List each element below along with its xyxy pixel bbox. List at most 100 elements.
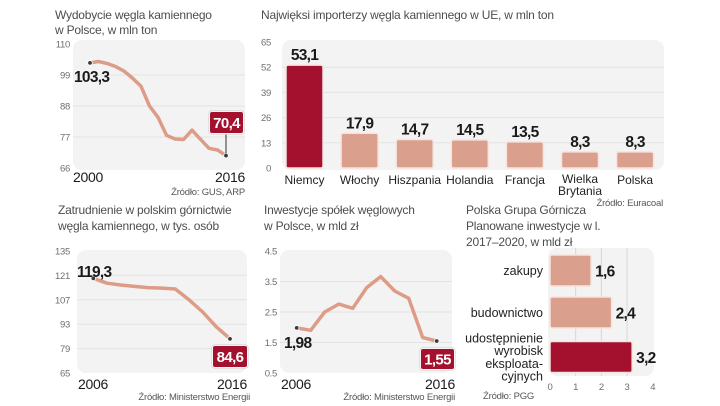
data-point — [323, 310, 327, 314]
chart-title-coal-production: Wydobycie węgla kamiennego w Polsce, w m… — [55, 8, 212, 37]
value-label: 14,7 — [401, 122, 428, 139]
category-label: Polska — [617, 173, 653, 187]
category-label: Francja — [505, 173, 545, 187]
start-value-label: 1,98 — [284, 335, 312, 352]
end-value-badge — [210, 112, 243, 133]
data-point — [96, 59, 101, 64]
data-point — [173, 137, 177, 141]
data-point — [105, 61, 109, 66]
title-line: Polska Grupa Górnicza — [466, 203, 586, 217]
data-point — [379, 275, 383, 279]
y-tick-label: 0.5 — [265, 369, 277, 380]
bar — [549, 340, 633, 374]
y-tick-label: 135 — [55, 247, 70, 258]
data-point — [421, 336, 425, 340]
y-tick-label: 4.5 — [265, 247, 277, 258]
value-label: 14,5 — [456, 122, 484, 139]
data-point — [122, 69, 126, 73]
source-note: Źródło: Ministerstwo Energii — [138, 392, 250, 403]
y-tick-label: 77 — [60, 133, 70, 144]
end-value-badge — [213, 346, 247, 367]
category-label: Niemcy — [284, 173, 324, 187]
data-point — [365, 286, 369, 290]
bar — [549, 254, 592, 287]
x-tick-label: 4 — [650, 382, 655, 393]
data-point — [139, 84, 143, 88]
chart-eu-coal-importers: 65 52 39 26 13 0 53,1 Niemcy 17,9 Włochy 14,7 Hiszp… — [261, 38, 664, 209]
end-value-label: 1,55 — [424, 352, 451, 369]
data-point — [147, 104, 152, 108]
data-point — [113, 64, 118, 69]
data-point — [187, 298, 191, 302]
y-tick-label: 13 — [261, 138, 271, 149]
data-point — [207, 146, 211, 150]
category-label: Holandia — [446, 173, 494, 187]
value-label: 53,1 — [291, 47, 319, 64]
y-tick-label: 107 — [55, 295, 70, 306]
data-point — [90, 275, 96, 282]
y-tick-label: 26 — [261, 113, 271, 124]
bar — [285, 64, 324, 169]
data-point — [351, 306, 355, 310]
data-point — [105, 281, 109, 285]
end-value-badge — [421, 349, 454, 369]
category-label: wyrobisk — [493, 344, 543, 358]
x-tick-label: 0 — [548, 382, 553, 393]
bar — [340, 132, 379, 169]
data-point — [434, 338, 440, 344]
category-label: zakupy — [503, 264, 543, 278]
data-point — [215, 148, 220, 152]
data-point — [146, 286, 150, 290]
category-label: eksploata- — [485, 357, 543, 371]
data-point — [190, 128, 194, 132]
data-point — [119, 283, 123, 287]
source-note: Źródło: Euracoal — [596, 198, 663, 209]
bar — [395, 138, 434, 169]
data-point — [309, 328, 313, 332]
value-label: 17,9 — [346, 115, 374, 132]
start-value-label: 103,3 — [74, 69, 110, 86]
y-tick-label: 1.5 — [265, 338, 277, 349]
chart-title-eu-coal-importers: Najwięksi importerzy węgla kamiennego w … — [261, 8, 554, 23]
x-tick-label: 1 — [573, 382, 578, 393]
x-tick-label: 3 — [625, 382, 630, 393]
value-label: 13,5 — [511, 124, 539, 141]
data-point — [173, 287, 177, 291]
y-tick-label: 99 — [60, 71, 70, 82]
data-point — [198, 137, 203, 141]
y-tick-label: 66 — [60, 164, 70, 175]
title-line: Wydobycie węgla kamiennego — [55, 8, 212, 22]
title-line: Planowane inwestycje w l. — [466, 219, 601, 233]
title-line: 2017–2020, w mld zł — [466, 235, 573, 249]
x-tick-label: 2006 — [281, 376, 311, 392]
value-label: 3,2 — [636, 350, 656, 367]
chart-title-pgg-planned-investment: Polska Grupa Górnicza Planowane inwestyc… — [466, 202, 601, 250]
source-note: Źródło: GUS, ARP — [171, 187, 245, 198]
data-point — [337, 302, 341, 306]
category-label: udostępnienie — [465, 331, 543, 345]
title-line: Zatrudnienie w polskim górnictwie — [58, 203, 232, 217]
end-value-label: 84,6 — [217, 349, 244, 366]
source-note: Źródło: Ministerstwo Energii — [343, 392, 455, 403]
title-line: w Polsce, w mln ton — [55, 22, 158, 37]
data-point — [160, 286, 164, 290]
category-label: cyjnych — [501, 370, 543, 384]
end-value-label: 70,4 — [213, 115, 241, 132]
bar — [450, 139, 490, 169]
value-label: 1,6 — [595, 264, 616, 281]
source-note: Źródło: PGG — [483, 391, 534, 402]
y-tick-label: 65 — [261, 38, 271, 49]
data-point — [156, 115, 160, 119]
chart-mining-employment: 135 121 107 93 79 65 119,3 84,6 2006 2016Źródło: … — [55, 247, 250, 404]
category-label: Hiszpania — [388, 173, 441, 187]
bar — [560, 151, 600, 169]
category-label: Wielka — [562, 172, 598, 186]
data-point — [181, 137, 186, 142]
data-point — [214, 325, 218, 329]
chart-pgg-planned-investment: 0 1 2 3 4 1,6 zakupy 2,4 budownictwo 3,2 udostępni… — [465, 248, 656, 402]
x-tick-label: 2016 — [215, 169, 245, 185]
title-line: węgla kamiennego, w tys. osób — [58, 219, 219, 233]
y-tick-label: 39 — [261, 88, 271, 99]
